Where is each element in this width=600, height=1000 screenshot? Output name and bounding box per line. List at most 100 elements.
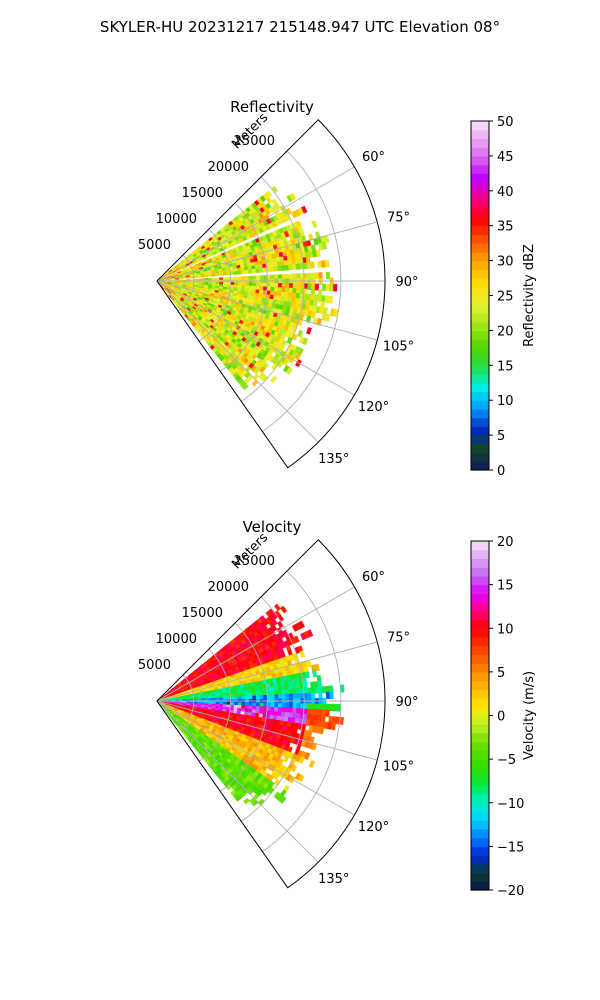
data-cell xyxy=(240,270,246,275)
figure-title: SKYLER-HU 20231217 215148.947 UTC Elevat… xyxy=(100,18,500,36)
colorbar-tick-label: 0 xyxy=(497,464,505,479)
data-cell xyxy=(325,283,330,292)
colorbar-segment xyxy=(471,278,489,288)
colorbar-segment xyxy=(471,549,489,560)
range-tick-label: 20000 xyxy=(208,580,249,595)
colorbar-segment xyxy=(471,541,489,551)
range-ring xyxy=(241,596,305,822)
colorbar-segment xyxy=(471,750,489,760)
data-cell xyxy=(314,663,320,672)
azimuth-spoke xyxy=(156,280,378,341)
colorbar-segment xyxy=(471,295,489,305)
data-cell xyxy=(307,283,312,291)
data-cell xyxy=(233,270,238,275)
azimuth-tick-label: 120° xyxy=(358,820,389,835)
colorbar-segment xyxy=(471,759,489,769)
colorbar-segment xyxy=(471,234,489,244)
data-cell xyxy=(297,774,305,783)
azimuth-tick-label: 90° xyxy=(395,275,418,290)
azimuth-spoke xyxy=(156,166,355,282)
range-ring xyxy=(177,674,195,732)
polar-axes: 5000 10000 15000 20000 25000 60° 75° 90° 105° 120… xyxy=(138,119,419,469)
azimuth-spoke xyxy=(156,221,378,282)
colorbar-segment xyxy=(471,654,489,664)
azimuth-spoke xyxy=(156,280,355,396)
colorbar-tick-label: 5 xyxy=(497,666,505,681)
colorbar-segment xyxy=(471,584,489,594)
data-cell xyxy=(300,205,308,214)
colorbar-segment xyxy=(471,619,489,629)
data-cell xyxy=(333,703,338,712)
colorbar-tick-label: −20 xyxy=(497,884,524,899)
data-cell xyxy=(196,275,202,278)
sector-frame xyxy=(156,539,386,889)
colorbar-segment xyxy=(471,855,489,865)
data-cell xyxy=(280,605,288,614)
data-cell xyxy=(283,755,290,763)
velocity-colorbar: −20 −15 −10 −5 0 5 10 15 20 xyxy=(470,535,524,899)
data-cell xyxy=(259,267,264,273)
data-cell xyxy=(329,691,334,700)
colorbar-segment xyxy=(471,785,489,795)
data-cell xyxy=(218,272,224,277)
colorbar-tick-label: 25 xyxy=(497,290,514,305)
data-cell xyxy=(314,283,319,291)
range-tick-label: 5000 xyxy=(138,238,171,253)
colorbar-segment xyxy=(471,182,489,192)
colorbar-segment xyxy=(471,724,489,734)
colorbar-tick-label: −5 xyxy=(497,753,516,768)
data-cell xyxy=(319,726,325,735)
colorbar-segment xyxy=(471,593,489,603)
colorbar-segment xyxy=(471,706,489,717)
colorbar-tick-label: 0 xyxy=(497,710,505,725)
colorbar-segment xyxy=(471,173,489,183)
colorbar-segment xyxy=(471,330,489,340)
colorbar-tick-label: 20 xyxy=(497,535,514,550)
range-ring xyxy=(262,570,342,852)
data-cell xyxy=(325,313,331,322)
colorbar-segment xyxy=(471,837,489,847)
data-cell xyxy=(279,795,287,804)
colorbar-segment xyxy=(471,671,489,682)
colorbar-segment xyxy=(471,828,489,839)
colorbar-segment xyxy=(471,347,489,358)
colorbar-segment xyxy=(471,356,489,366)
colorbar-tick-label: 10 xyxy=(497,622,514,637)
data-cell xyxy=(204,274,209,278)
range-ring xyxy=(262,150,342,432)
data-cell xyxy=(280,265,286,271)
colorbar-segment xyxy=(471,321,489,331)
azimuth-spoke xyxy=(156,641,378,702)
colorbar-segment xyxy=(471,365,489,375)
colorbar-segment xyxy=(471,286,489,297)
polar-grid xyxy=(156,150,385,443)
data-cell xyxy=(298,620,306,629)
data-cell xyxy=(299,650,306,658)
data-cell xyxy=(244,269,249,274)
colorbar-tick-label: −10 xyxy=(497,797,524,812)
data-cell xyxy=(289,192,297,201)
colorbar-segment xyxy=(471,811,489,821)
colorbar-segment xyxy=(471,164,489,174)
colorbar-tick-label: 20 xyxy=(497,324,514,339)
reflectivity-panel: Reflectivity 5000 10000 15000 20000 25000 60°… xyxy=(138,98,537,479)
data-cell xyxy=(211,273,216,277)
panel-title: Reflectivity xyxy=(230,98,314,116)
colorbar-segment xyxy=(471,610,489,621)
data-cell xyxy=(322,283,327,291)
range-tick-label: 25000 xyxy=(234,554,275,569)
range-tick-label: 5000 xyxy=(138,658,171,673)
azimuth-spoke xyxy=(156,586,355,702)
colorbar-segment xyxy=(471,689,489,699)
azimuth-tick-label: 105° xyxy=(383,340,414,355)
data-cell xyxy=(321,686,327,694)
data-cell xyxy=(207,274,213,277)
velocity-panel: Velocity 5000 10000 15000 20000 25000 60° 75° 9… xyxy=(138,518,537,899)
azimuth-tick-label: 60° xyxy=(362,150,385,165)
data-cell xyxy=(333,283,338,292)
colorbar-segment xyxy=(471,698,489,708)
data-cell xyxy=(293,635,300,644)
data-cell xyxy=(269,266,275,272)
colorbar-tick-label: 15 xyxy=(497,579,514,594)
azimuth-spoke xyxy=(156,280,319,443)
